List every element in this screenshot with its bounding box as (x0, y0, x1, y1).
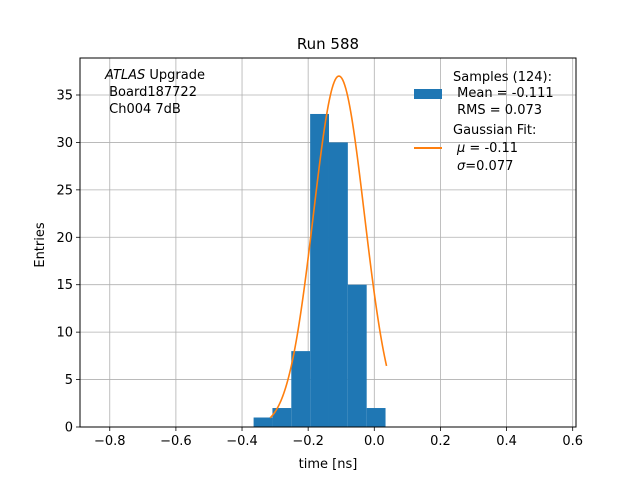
x-axis-ticks: −0.8 −0.6 −0.4 −0.2 0.0 0.2 0.4 0.6 (94, 427, 583, 449)
histogram-bar (272, 408, 292, 427)
annotation-upgrade: Upgrade (145, 68, 205, 83)
x-tick-label: 0.4 (496, 434, 517, 449)
x-tick-label: 0.0 (364, 434, 385, 449)
legend-sigma-symbol: σ (457, 159, 466, 174)
legend-samples-mean: Mean = -0.111 (453, 86, 554, 101)
gaussian-fit-curve (269, 75, 388, 419)
histogram-bar (291, 351, 311, 427)
x-tick-label: −0.2 (292, 434, 324, 449)
annotation-line-1: ATLAS Upgrade (104, 68, 205, 83)
x-tick-label: −0.4 (226, 434, 258, 449)
legend-fit-mu: μ = -0.11 (456, 141, 518, 156)
y-tick-label: 5 (65, 373, 73, 388)
plot-frame (79, 57, 577, 428)
annotation-board: Board187722 (105, 85, 197, 100)
histogram-bar (328, 142, 348, 427)
y-tick-label: 35 (56, 88, 73, 103)
legend-fit-sigma: σ=0.077 (457, 159, 513, 174)
x-tick-label: −0.6 (160, 434, 192, 449)
atlas-annotation: ATLAS Upgrade Board187722 Ch004 7dB (104, 68, 205, 117)
x-tick-label: 0.2 (430, 434, 451, 449)
legend-mu-symbol: μ (456, 141, 465, 156)
x-axis-label: time [ns] (299, 457, 358, 472)
y-tick-label: 20 (56, 231, 73, 246)
legend-samples-rms: RMS = 0.073 (453, 103, 542, 118)
legend-sigma-value: =0.077 (465, 159, 513, 174)
gaussian-fit (269, 75, 388, 419)
y-tick-label: 30 (56, 136, 73, 151)
x-tick-label: 0.6 (562, 434, 583, 449)
y-tick-label: 15 (56, 278, 73, 293)
x-tick-label: −0.8 (94, 434, 126, 449)
y-axis-label: Entries (33, 222, 48, 268)
y-tick-label: 0 (65, 421, 73, 436)
histogram-bars (253, 113, 386, 427)
histogram-bar (310, 113, 329, 427)
annotation-channel: Ch004 7dB (105, 102, 181, 117)
legend-samples-patch (414, 89, 442, 99)
legend: Samples (124): Mean = -0.111 RMS = 0.073… (414, 70, 554, 174)
annotation-atlas: ATLAS (104, 68, 145, 83)
legend-fit-title: Gaussian Fit: (453, 123, 536, 138)
histogram-bar (366, 408, 386, 427)
histogram-bar (347, 284, 367, 427)
legend-samples-title: Samples (124): (453, 70, 552, 85)
y-tick-label: 10 (56, 326, 73, 341)
chart-title: Run 588 (297, 35, 359, 53)
y-axis-ticks: 0 5 10 15 20 25 30 35 (56, 88, 80, 436)
legend-mu-value: = -0.11 (465, 141, 518, 156)
y-tick-label: 25 (56, 183, 73, 198)
histogram-bar (253, 417, 273, 427)
